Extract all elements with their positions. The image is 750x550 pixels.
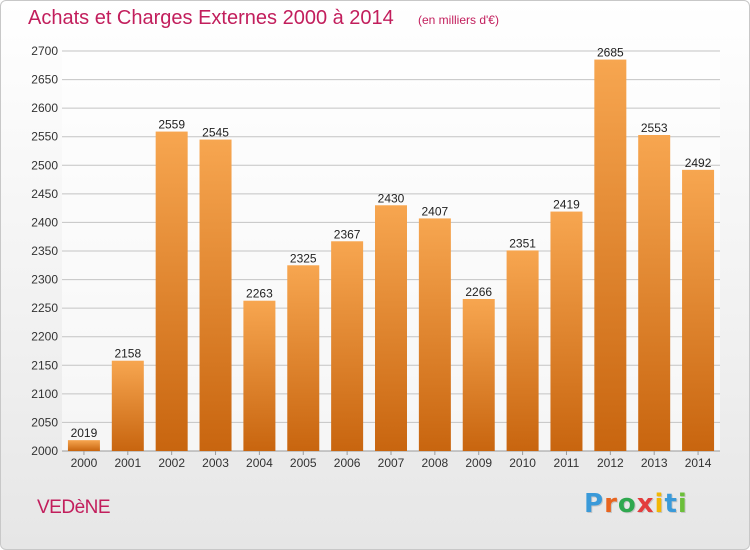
x-tick-label: 2001 (114, 456, 141, 470)
x-tick-label: 2012 (597, 456, 624, 470)
bar (550, 211, 583, 451)
data-label: 2419 (553, 198, 580, 212)
logo-letter: i (654, 489, 665, 519)
data-label: 2559 (158, 118, 185, 132)
place-name: VEDèNE (37, 497, 111, 518)
y-tick-label: 2650 (31, 73, 58, 87)
x-tick-label: 2000 (71, 456, 98, 470)
y-tick-label: 2600 (31, 101, 58, 115)
y-tick-label: 2500 (31, 158, 58, 172)
y-tick-label: 2300 (31, 273, 58, 287)
bar (506, 250, 539, 451)
x-tick-label: 2007 (378, 456, 405, 470)
data-label: 2545 (202, 126, 229, 140)
chart-title: Achats et Charges Externes 2000 à 2014 (28, 7, 394, 29)
y-tick-label: 2550 (31, 130, 58, 144)
x-tick-label: 2013 (641, 456, 668, 470)
logo-letter: o (617, 489, 637, 519)
y-tick-label: 2200 (31, 330, 58, 344)
logo-letter: r (604, 489, 618, 519)
data-label: 2553 (641, 121, 668, 135)
x-tick-label: 2002 (158, 456, 185, 470)
logo-letter: P (584, 489, 605, 519)
data-label: 2266 (465, 285, 492, 299)
logo-letter: x (636, 489, 655, 519)
x-tick-label: 2014 (685, 456, 712, 470)
y-tick-label: 2700 (31, 44, 58, 58)
data-label: 2367 (334, 227, 361, 241)
y-tick-label: 2150 (31, 358, 58, 372)
x-tick-label: 2009 (465, 456, 492, 470)
x-tick-label: 2004 (246, 456, 273, 470)
bar (155, 131, 188, 452)
x-tick-label: 2006 (334, 456, 361, 470)
data-label: 2019 (71, 426, 98, 440)
y-tick-label: 2000 (31, 444, 58, 458)
chart-subtitle: (en milliers d'€) (418, 13, 499, 27)
data-label: 2685 (597, 46, 624, 60)
logo-letter: i (677, 489, 688, 519)
logo-letter: t (664, 489, 678, 519)
y-tick-label: 2350 (31, 244, 58, 258)
bar (418, 218, 451, 451)
data-label: 2492 (685, 156, 712, 170)
bar (375, 205, 407, 451)
bar (67, 440, 100, 451)
y-tick-label: 2400 (31, 215, 58, 229)
data-label: 2351 (509, 236, 536, 250)
x-tick-label: 2003 (202, 456, 229, 470)
bar (331, 241, 364, 451)
bar (638, 135, 671, 451)
bar (682, 169, 715, 451)
data-label: 2430 (378, 191, 405, 205)
data-label: 2158 (114, 347, 141, 361)
x-tick-label: 2005 (290, 456, 317, 470)
bar (199, 139, 232, 452)
data-label: 2325 (290, 251, 317, 265)
data-label: 2263 (246, 287, 273, 301)
x-tick-label: 2011 (554, 456, 580, 470)
bar (243, 300, 276, 451)
y-tick-label: 2050 (31, 415, 58, 429)
y-tick-label: 2100 (31, 387, 58, 401)
bar (111, 360, 144, 451)
x-tick-label: 2010 (509, 456, 536, 470)
bar (594, 59, 627, 451)
y-tick-label: 2250 (31, 301, 58, 315)
y-tick-label: 2450 (31, 187, 58, 201)
proxiti-logo: Proxiti (584, 489, 688, 519)
bar (287, 265, 320, 451)
bar (462, 299, 495, 451)
x-tick-label: 2008 (422, 456, 449, 470)
data-label: 2407 (422, 204, 449, 218)
